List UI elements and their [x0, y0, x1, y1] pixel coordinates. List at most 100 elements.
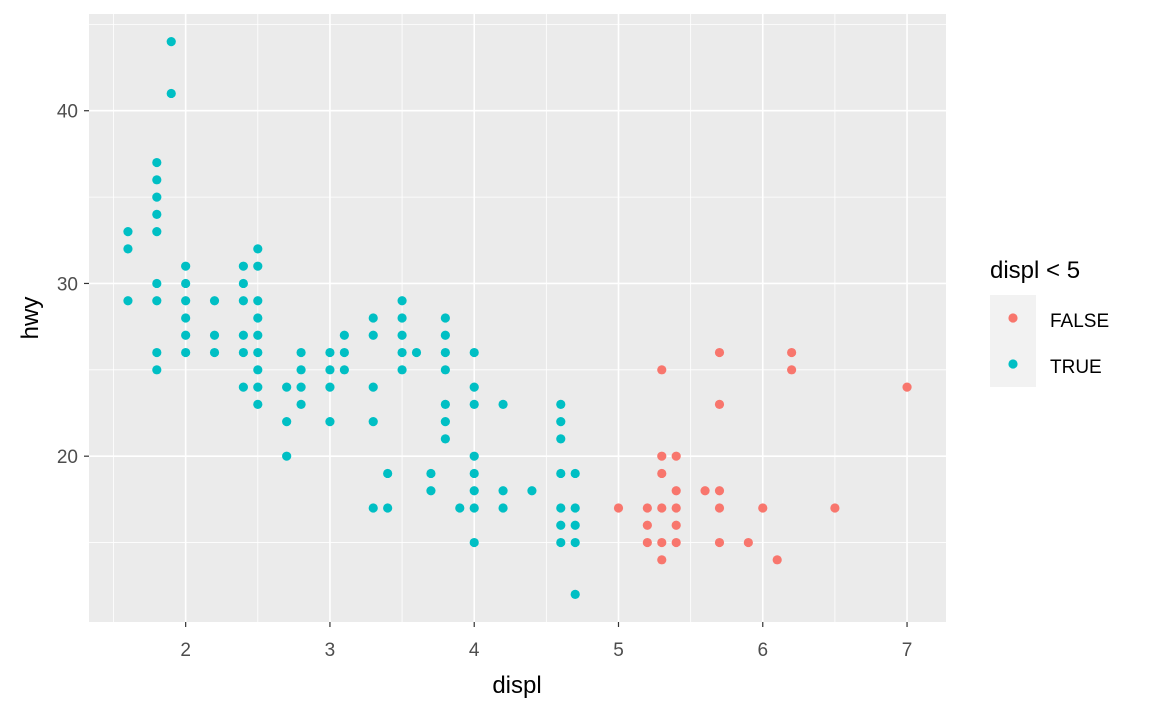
- data-point-true: [181, 261, 191, 271]
- data-point-true: [123, 296, 133, 306]
- data-point-false: [642, 537, 652, 548]
- data-point-true: [368, 330, 378, 340]
- data-point-true: [339, 330, 349, 340]
- data-point-true: [152, 227, 162, 237]
- data-point-true: [181, 330, 191, 340]
- data-point-true: [209, 330, 220, 340]
- data-point-true: [296, 399, 306, 409]
- x-axis-title: displ: [492, 672, 541, 699]
- y-axis-title: hwy: [17, 297, 44, 340]
- data-point-true: [411, 347, 422, 358]
- data-point-true: [325, 382, 335, 392]
- data-point-true: [397, 296, 407, 306]
- data-point-true: [238, 330, 248, 340]
- data-point-true: [383, 468, 393, 479]
- data-point-true: [498, 486, 508, 496]
- data-point-true: [440, 313, 450, 323]
- data-point-true: [368, 503, 378, 513]
- data-point-false: [657, 537, 667, 548]
- data-point-false: [613, 503, 624, 513]
- legend-key-background: [990, 295, 1036, 387]
- data-point-true: [397, 365, 407, 375]
- x-tick-label: 6: [757, 640, 768, 661]
- y-tick-label: 40: [57, 102, 78, 123]
- data-point-true: [253, 330, 263, 340]
- data-point-true: [570, 589, 580, 599]
- data-point-true: [469, 399, 479, 409]
- data-point-true: [123, 244, 133, 254]
- data-point-true: [238, 347, 248, 358]
- data-point-true: [426, 468, 436, 479]
- data-point-true: [556, 399, 566, 409]
- legend-key-true: [1008, 359, 1018, 369]
- data-point-false: [657, 555, 667, 565]
- data-point-true: [556, 503, 566, 513]
- data-points: [123, 37, 912, 599]
- data-point-false: [671, 503, 681, 513]
- data-point-true: [368, 382, 378, 392]
- data-point-true: [238, 278, 248, 289]
- data-point-true: [152, 209, 162, 219]
- data-point-true: [440, 399, 450, 409]
- data-point-false: [700, 486, 710, 496]
- x-tick-label: 7: [902, 640, 913, 661]
- data-point-true: [556, 520, 566, 530]
- grid-minor: [89, 14, 946, 622]
- data-point-false: [714, 486, 725, 496]
- data-point-false: [671, 537, 681, 548]
- data-point-true: [570, 468, 580, 479]
- data-point-true: [209, 347, 220, 358]
- data-point-false: [758, 503, 768, 513]
- plot-panel: [89, 14, 946, 622]
- data-point-true: [296, 347, 306, 358]
- data-point-false: [902, 382, 912, 392]
- data-point-true: [469, 451, 479, 461]
- data-point-true: [152, 347, 162, 358]
- data-point-true: [325, 417, 335, 427]
- data-point-false: [772, 555, 782, 565]
- data-point-false: [671, 520, 681, 530]
- data-point-false: [714, 347, 725, 358]
- data-point-false: [743, 537, 753, 548]
- data-point-true: [282, 451, 292, 461]
- data-point-false: [671, 451, 681, 461]
- data-point-true: [339, 365, 349, 375]
- data-point-true: [238, 296, 248, 306]
- data-point-true: [152, 192, 162, 202]
- data-point-false: [657, 503, 667, 513]
- data-point-true: [181, 296, 191, 306]
- data-point-true: [440, 434, 450, 444]
- data-point-true: [469, 537, 479, 548]
- data-point-true: [253, 244, 263, 254]
- data-point-true: [181, 278, 191, 289]
- data-point-false: [657, 365, 667, 375]
- data-point-true: [368, 417, 378, 427]
- data-point-true: [440, 417, 450, 427]
- data-point-true: [152, 278, 162, 289]
- data-point-true: [440, 330, 450, 340]
- data-point-true: [339, 347, 349, 358]
- data-point-true: [469, 486, 479, 496]
- data-point-true: [123, 227, 133, 237]
- data-point-true: [440, 347, 450, 358]
- data-point-true: [152, 157, 162, 168]
- data-point-true: [238, 382, 248, 392]
- data-point-true: [556, 537, 566, 548]
- grid-major: [89, 14, 946, 622]
- data-point-true: [325, 347, 335, 358]
- data-point-true: [166, 37, 176, 47]
- data-point-true: [455, 503, 465, 513]
- data-point-true: [498, 399, 508, 409]
- data-point-false: [787, 365, 797, 375]
- data-point-false: [657, 468, 667, 479]
- legend-key-false: [1008, 313, 1018, 323]
- data-point-false: [714, 537, 725, 548]
- legend-label-true: TRUE: [1050, 357, 1102, 378]
- data-point-true: [426, 486, 436, 496]
- data-point-true: [570, 503, 580, 513]
- data-point-true: [397, 347, 407, 358]
- x-tick-label: 5: [613, 640, 624, 661]
- data-point-true: [570, 537, 580, 548]
- data-point-false: [714, 399, 725, 409]
